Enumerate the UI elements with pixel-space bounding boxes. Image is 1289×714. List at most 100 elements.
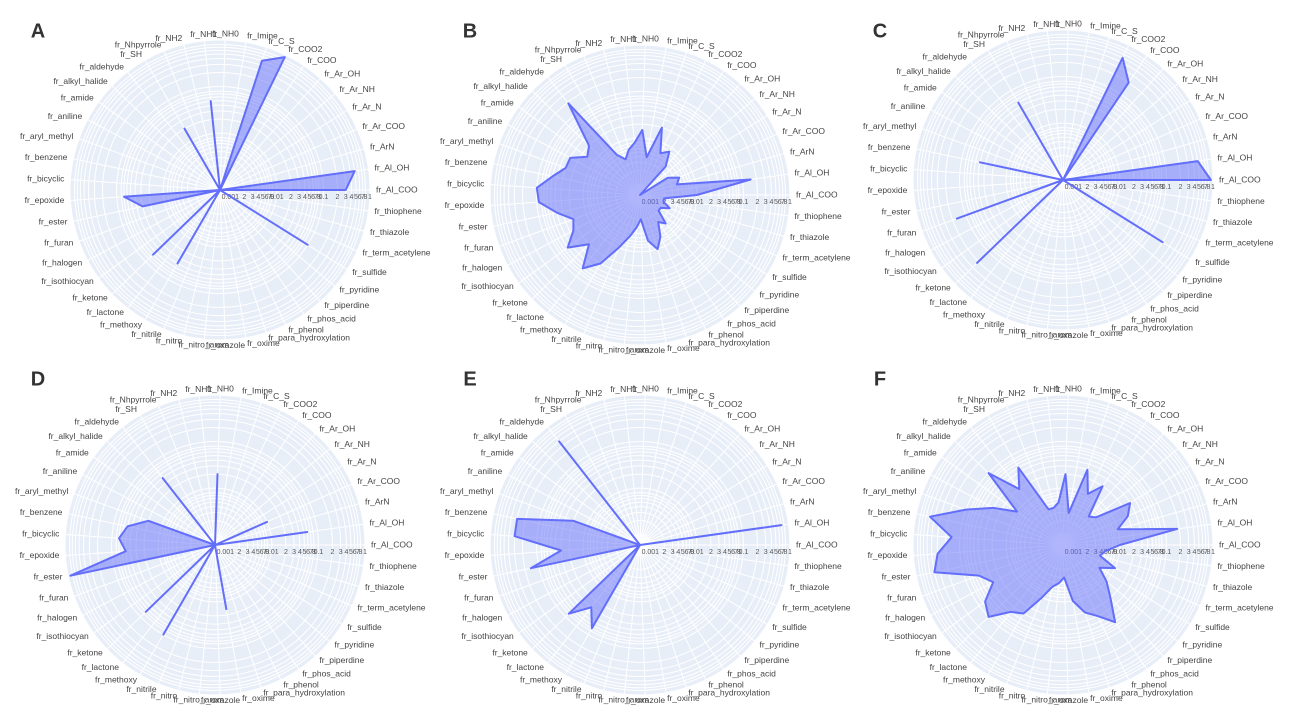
category-label: fr_nitrile — [131, 329, 162, 339]
radial-tick-label: 8 — [270, 194, 274, 201]
category-label: fr_aniline — [468, 116, 503, 126]
radial-tick-label: 8 — [1113, 549, 1117, 556]
radial-tick-label: 4 — [723, 549, 727, 556]
angular-grid — [1046, 30, 1064, 181]
radial-tick-label: 3 — [717, 549, 721, 556]
angular-grid — [198, 395, 216, 546]
category-label: fr_ArN — [1213, 496, 1238, 506]
category-label: fr_Imine — [667, 36, 698, 46]
category-label: fr_phenol — [708, 679, 744, 689]
category-label: fr_phenol — [283, 679, 319, 689]
angular-grid — [87, 189, 221, 261]
category-label: fr_aniline — [891, 101, 926, 111]
radial-tick-label: 5 — [1104, 184, 1108, 191]
radial-tick-label: 6 — [358, 194, 362, 201]
angular-grid — [639, 402, 687, 546]
category-label: fr_NH2 — [150, 388, 177, 398]
category-label: fr_para_hydroxylation — [263, 688, 345, 698]
angular-grid — [639, 544, 741, 657]
angular-grid — [214, 544, 353, 607]
category-label: fr_oxazole — [626, 695, 665, 705]
category-label: fr_isothiocyan — [884, 631, 937, 641]
category-label: fr_nitro — [151, 691, 178, 701]
angular-grid — [219, 189, 336, 287]
radial-tick-label: 5 — [1197, 549, 1201, 556]
radial-tick-label: 5 — [727, 199, 731, 206]
category-label: fr_SH — [963, 404, 985, 414]
category-label: fr_SH — [115, 404, 137, 414]
angular-grid — [1062, 179, 1179, 277]
category-label: fr_para_hydroxylation — [1111, 688, 1193, 698]
category-label: fr_NH2 — [998, 23, 1025, 33]
radar-area — [513, 440, 783, 630]
category-label: fr_nitro — [999, 326, 1026, 336]
category-label: fr_nitro — [156, 336, 183, 346]
category-label: fr_isothiocyan — [461, 631, 514, 641]
category-label: fr_phos_acid — [1150, 304, 1199, 314]
angular-grid — [498, 544, 641, 597]
radar-area — [955, 56, 1212, 264]
angular-grid — [583, 544, 641, 685]
angular-grid — [603, 544, 641, 691]
category-label: fr_COO — [1150, 410, 1180, 420]
category-label: fr_NH0 — [212, 28, 239, 38]
category-label: fr_thiazole — [365, 582, 404, 592]
radial-tick-label: 0.01 — [690, 199, 704, 206]
category-label: fr_lactone — [930, 662, 968, 672]
category-label: fr_sulfide — [347, 622, 382, 632]
radial-tick-label: 2 — [709, 199, 713, 206]
radial-tick-label: 0.01 — [265, 549, 279, 556]
category-label: fr_Ar_NH — [340, 84, 375, 94]
category-label: fr_NH0 — [1055, 383, 1082, 393]
angular-grid — [1062, 179, 1212, 202]
radial-tick-label: 5 — [354, 194, 358, 201]
angular-grid — [214, 420, 300, 546]
angular-grid — [214, 544, 300, 670]
category-label: fr_amide — [481, 98, 514, 108]
radial-tick-label: 1 — [363, 549, 367, 556]
category-label: fr_bicyclic — [22, 528, 60, 538]
angular-grid — [178, 544, 216, 691]
radial-tick-label: 2 — [1179, 184, 1183, 191]
angular-grid — [219, 148, 365, 191]
radial-tick-label: 6 — [685, 199, 689, 206]
angular-grid — [1062, 100, 1191, 181]
category-label: fr_oxime — [247, 338, 280, 348]
category-label: fr_methoxy — [943, 674, 986, 684]
category-label: fr_sulfide — [1195, 257, 1230, 267]
category-label: fr_C_S — [263, 391, 290, 401]
radial-tick-label: 0.01 — [1113, 184, 1127, 191]
category-label: fr_Ar_NH — [1183, 439, 1218, 449]
radial-tick-label: 0.001 — [642, 549, 660, 556]
angular-grid — [930, 179, 1064, 251]
angular-grid — [603, 399, 641, 546]
category-label: fr_nitro — [999, 691, 1026, 701]
category-label: fr_aldehyde — [80, 61, 125, 71]
angular-grid — [913, 169, 1064, 181]
radial-tick-label: 5 — [349, 549, 353, 556]
angular-grid — [639, 483, 778, 546]
category-label: fr_phos_acid — [727, 319, 776, 329]
radial-tick-label: 6 — [306, 549, 310, 556]
category-label: fr_NH2 — [575, 38, 602, 48]
radial-tick-label: 2 — [756, 549, 760, 556]
angular-grid — [941, 179, 1064, 269]
angular-grid — [531, 440, 641, 546]
category-label: fr_Ar_NH — [760, 439, 795, 449]
radial-tick-label: 0.1 — [739, 549, 749, 556]
angular-grid — [1026, 34, 1064, 181]
angular-grid — [954, 75, 1064, 181]
category-label: fr_Imine — [1090, 21, 1121, 31]
category-label: fr_piperdine — [324, 300, 369, 310]
category-label: fr_lactone — [82, 662, 120, 672]
category-label: fr_para_hydroxylation — [1111, 323, 1193, 333]
angular-grid — [219, 189, 321, 302]
panel-label: C — [873, 20, 887, 42]
category-label: fr_Ar_N — [772, 107, 801, 117]
angular-grid — [639, 395, 646, 546]
category-label: fr_Imine — [1090, 386, 1121, 396]
radial-tick-label: 8 — [1207, 184, 1211, 191]
category-label: fr_nitro_arom — [173, 694, 224, 704]
radial-tick-label: 5 — [302, 549, 306, 556]
category-label: fr_Al_OH — [374, 163, 409, 173]
